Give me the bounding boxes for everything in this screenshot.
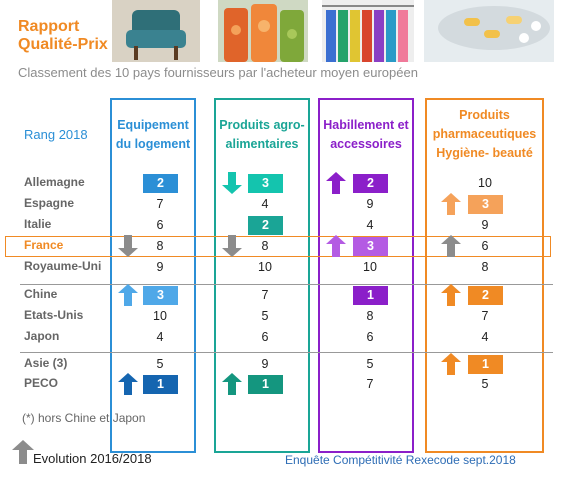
row-label-france: France bbox=[24, 238, 64, 252]
rank-value: 10 bbox=[258, 260, 272, 274]
column-header-line: Hygiène- beauté bbox=[436, 146, 533, 160]
arrow-down-icon bbox=[118, 235, 138, 257]
column-header-line: Produits agro- bbox=[219, 118, 305, 132]
rank-value: 9 bbox=[481, 218, 489, 232]
rank-chip: 1 bbox=[353, 286, 388, 305]
title-line-1: Rapport bbox=[18, 18, 80, 35]
rank-value: 6 bbox=[366, 330, 374, 344]
row-label-royaume-uni: Royaume-Uni bbox=[24, 259, 102, 273]
rank-value: 7 bbox=[481, 309, 489, 323]
clothes-photo bbox=[322, 0, 414, 62]
rank-value: 10 bbox=[153, 309, 167, 323]
rank-chip: 3 bbox=[143, 286, 178, 305]
group-separator bbox=[20, 284, 553, 285]
column-header-line: du logement bbox=[115, 137, 191, 151]
column-header-equipement: Equipement du logement bbox=[110, 116, 196, 154]
rank-chip: 2 bbox=[143, 174, 178, 193]
row-label-espagne: Espagne bbox=[24, 196, 75, 210]
arrow-up-icon bbox=[118, 284, 138, 306]
column-header-line: pharmaceutiques bbox=[432, 127, 537, 141]
footnote: (*) hors Chine et Japon bbox=[22, 411, 146, 425]
rank-value: 8 bbox=[261, 239, 269, 253]
rank-chip: 2 bbox=[353, 174, 388, 193]
rank-value: 5 bbox=[261, 309, 269, 323]
armchair-photo bbox=[112, 0, 200, 62]
column-frame-habillement bbox=[318, 98, 414, 453]
row-label-chine: Chine bbox=[24, 287, 58, 301]
rank-value: 6 bbox=[261, 330, 269, 344]
rank-chip: 1 bbox=[248, 375, 283, 394]
evolution-arrow-icon bbox=[12, 440, 34, 469]
source-note: Enquête Compétitivité Rexecode sept.2018 bbox=[285, 453, 516, 467]
column-header-line: alimentaires bbox=[225, 137, 299, 151]
rank-value: 7 bbox=[156, 197, 164, 211]
rank-value: 4 bbox=[261, 197, 269, 211]
column-frame-pharma bbox=[425, 98, 544, 453]
column-header-line: accessoires bbox=[330, 137, 402, 151]
rank-chip: 2 bbox=[248, 216, 283, 235]
row-label-asie-3: Asie (3) bbox=[24, 356, 68, 370]
column-frame-equipement bbox=[110, 98, 196, 453]
arrow-up-icon bbox=[326, 235, 346, 257]
column-header-line: Produits bbox=[459, 108, 510, 122]
rank-value: 4 bbox=[156, 330, 164, 344]
rank-value: 6 bbox=[156, 218, 164, 232]
column-header-agro: Produits agro- alimentaires bbox=[214, 116, 310, 154]
rank-value: 9 bbox=[366, 197, 374, 211]
rank-chip: 3 bbox=[248, 174, 283, 193]
rank-chip: 3 bbox=[468, 195, 503, 214]
arrow-up-icon bbox=[118, 373, 138, 395]
rank-value: 7 bbox=[366, 377, 374, 391]
column-header-line: Equipement bbox=[117, 118, 189, 132]
jars-photo bbox=[218, 0, 308, 62]
arrow-up-icon bbox=[441, 353, 461, 375]
column-header-habillement: Habillement et accessoires bbox=[318, 116, 414, 154]
column-header-pharma: Produits pharmaceutiques Hygiène- beauté bbox=[425, 106, 544, 163]
row-label-allemagne: Allemagne bbox=[24, 175, 85, 189]
arrow-down-icon bbox=[222, 172, 242, 194]
rank-year-label: Rang 2018 bbox=[24, 127, 88, 142]
rank-value: 10 bbox=[478, 176, 492, 190]
rank-chip: 3 bbox=[353, 237, 388, 256]
row-label-japon: Japon bbox=[24, 329, 60, 343]
rank-value: 5 bbox=[481, 377, 489, 391]
rank-value: 9 bbox=[261, 357, 269, 371]
rank-value: 4 bbox=[366, 218, 374, 232]
rank-chip: 2 bbox=[468, 286, 503, 305]
arrow-up-icon bbox=[326, 172, 346, 194]
rank-value: 4 bbox=[481, 330, 489, 344]
rank-value: 7 bbox=[261, 288, 269, 302]
rank-value: 5 bbox=[156, 357, 164, 371]
column-frame-agro bbox=[214, 98, 310, 453]
rank-value: 8 bbox=[481, 260, 489, 274]
rank-chip: 1 bbox=[143, 375, 178, 394]
arrow-up-icon bbox=[441, 193, 461, 215]
row-label-peco: PECO bbox=[24, 376, 59, 390]
rank-chip: 1 bbox=[468, 355, 503, 374]
france-row-highlight bbox=[5, 236, 551, 257]
report-title: Rapport Qualité-Prix bbox=[18, 18, 108, 54]
legend-label: Evolution 2016/2018 bbox=[33, 451, 152, 466]
arrow-up-icon bbox=[222, 373, 242, 395]
group-separator bbox=[20, 352, 553, 353]
column-header-line: Habillement et bbox=[323, 118, 409, 132]
row-label-italie: Italie bbox=[24, 217, 52, 231]
row-label-etats-unis: Etats-Unis bbox=[24, 308, 84, 322]
arrow-down-icon bbox=[222, 235, 242, 257]
pills-photo bbox=[424, 0, 554, 62]
rank-value: 6 bbox=[481, 239, 489, 253]
rank-value: 9 bbox=[156, 260, 164, 274]
rank-value: 8 bbox=[366, 309, 374, 323]
arrow-up-icon bbox=[441, 235, 461, 257]
rank-value: 10 bbox=[363, 260, 377, 274]
rank-value: 5 bbox=[366, 357, 374, 371]
arrow-up-icon bbox=[441, 284, 461, 306]
title-line-2: Qualité-Prix bbox=[18, 36, 108, 53]
rank-value: 8 bbox=[156, 239, 164, 253]
subtitle: Classement des 10 pays fournisseurs par … bbox=[18, 65, 418, 80]
